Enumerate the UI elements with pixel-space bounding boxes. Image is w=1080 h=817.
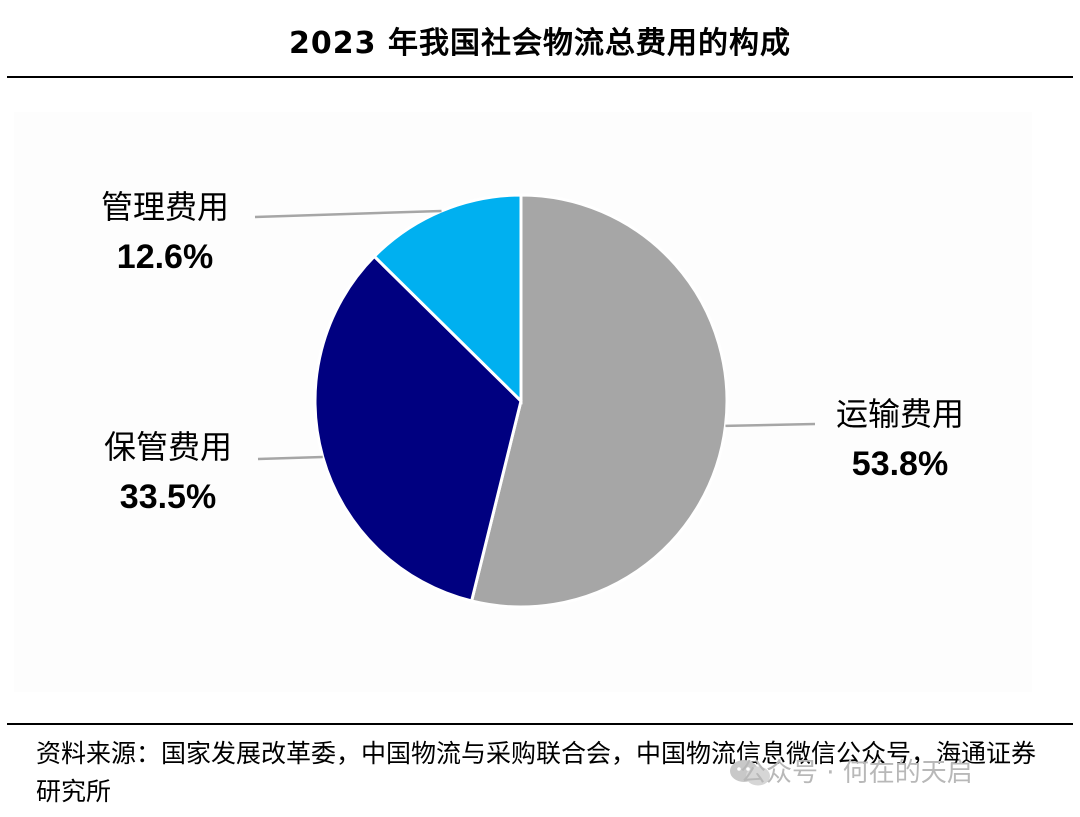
leader-line-transport bbox=[725, 422, 816, 428]
chart-title: 2023 年我国社会物流总费用的构成 bbox=[289, 26, 791, 61]
bottom-rule bbox=[7, 723, 1073, 725]
pie-slice-storage bbox=[313, 254, 523, 603]
slice-value-storage: 33.5% bbox=[120, 478, 216, 516]
pie-slice-management bbox=[372, 193, 523, 405]
top-rule bbox=[7, 76, 1073, 78]
leader-line-storage bbox=[257, 455, 323, 461]
slice-value-transport: 53.8% bbox=[852, 445, 948, 483]
slice-label-management: 管理费用 bbox=[101, 188, 229, 226]
slice-label-transport: 运输费用 bbox=[836, 395, 964, 433]
pie-slice-transport bbox=[469, 193, 729, 609]
source-note: 资料来源：国家发展改革委，中国物流与采购联合会，中国物流信息微信公众号，海通证券… bbox=[36, 739, 1037, 806]
slice-value-management: 12.6% bbox=[117, 238, 213, 276]
wechat-icon bbox=[730, 760, 770, 786]
leader-line-management bbox=[254, 209, 442, 219]
slice-label-storage: 保管费用 bbox=[104, 428, 232, 466]
watermark: 公众号 · 何在的天启 bbox=[740, 758, 973, 788]
